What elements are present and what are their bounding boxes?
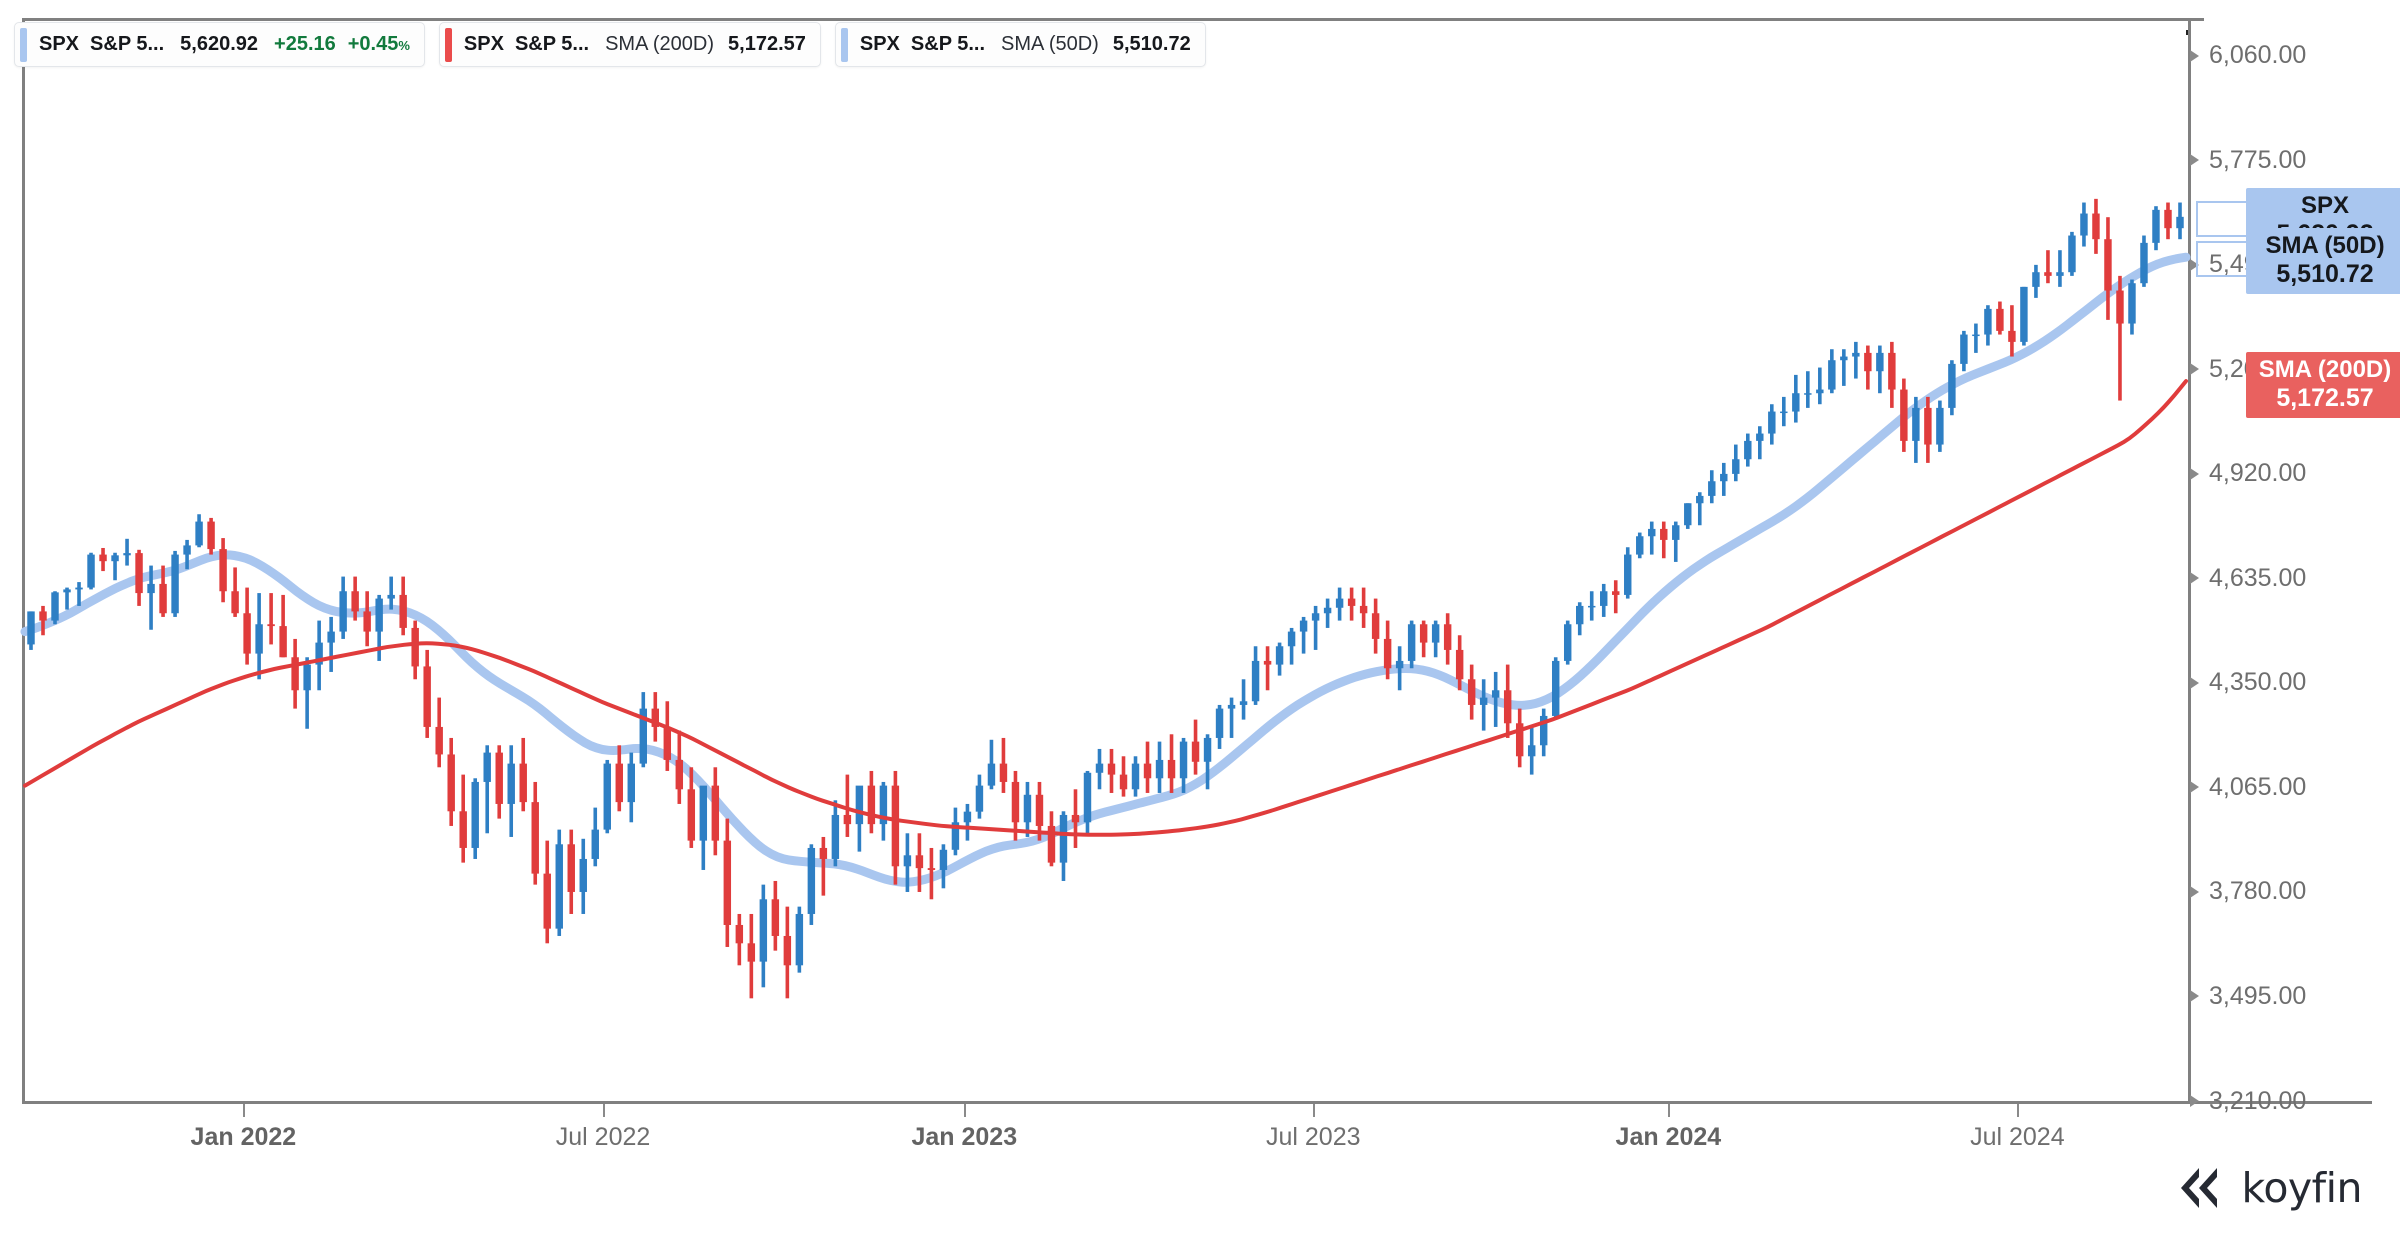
x-axis-tick-mark: [603, 1104, 606, 1117]
koyfin-wordmark: koyfin: [2241, 1164, 2363, 1212]
tick-arrow-icon: [2190, 781, 2199, 794]
y-axis-tick-label: 6,060.00: [2209, 41, 2307, 70]
x-axis-tick-label: Jan 2022: [190, 1123, 297, 1151]
tick-arrow-icon: [2190, 467, 2199, 480]
koyfin-logo: koyfin: [2173, 1164, 2363, 1212]
y-axis-tick-label: 5,775.00: [2209, 145, 2307, 174]
y-axis-tick-label: 3,495.00: [2209, 981, 2307, 1010]
price-badge-name: SMA (200D): [2258, 356, 2392, 384]
tick-arrow-icon: [2190, 990, 2199, 1003]
x-axis-tick-mark: [243, 1104, 246, 1117]
y-axis-tick-label: 3,780.00: [2209, 877, 2307, 906]
legend-name: S&P 5...: [910, 33, 986, 55]
legend-item[interactable]: SPX S&P 5... SMA (200D) 5,172.57: [438, 22, 821, 67]
legend-name: S&P 5...: [514, 33, 590, 55]
chart-plot-frame: [22, 18, 2204, 1102]
legend-color-swatch: [840, 27, 848, 62]
x-axis-line: [22, 1101, 2372, 1104]
tick-arrow-icon: [2190, 154, 2199, 167]
legend-label: SMA (50D): [1001, 33, 1099, 55]
tick-arrow-icon: [2190, 676, 2199, 689]
x-axis-tick-label: Jul 2024: [1970, 1123, 2065, 1151]
price-badge-name: SPX: [2300, 191, 2350, 219]
legend-ticker: SPX: [859, 33, 900, 55]
legend-item[interactable]: SPX S&P 5... SMA (50D) 5,510.72: [834, 22, 1206, 67]
legend-value: 5,172.57: [728, 33, 806, 55]
tick-arrow-icon: [2190, 363, 2199, 376]
y-axis-tick-label: 4,350.00: [2209, 668, 2307, 697]
y-axis-line: [2188, 18, 2191, 1104]
price-badge-name: SMA (50D): [2265, 232, 2385, 260]
legend-item[interactable]: SPX S&P 5... 5,620.92 +25.16 +0.45%: [14, 22, 425, 67]
y-axis-tick-label: 4,065.00: [2209, 772, 2307, 801]
price-badge-connector: [2196, 200, 2248, 237]
legend-change-pct: +0.45%: [347, 33, 410, 55]
legend-ticker: SPX: [463, 33, 504, 55]
legend-change: +25.16: [274, 33, 336, 55]
tick-arrow-icon: [2190, 49, 2199, 62]
legend-color-swatch: [444, 27, 452, 62]
y-axis-tick-label: 3,210.00: [2209, 1086, 2307, 1115]
koyfin-chevron-logo-icon: [2173, 1166, 2229, 1210]
chart-legend: SPX S&P 5... 5,620.92 +25.16 +0.45% SPX S&P 5.…: [14, 22, 1206, 67]
x-axis-tick-mark: [964, 1104, 967, 1117]
legend-pct-symbol: %: [398, 38, 410, 53]
x-axis-tick-mark: [1668, 1104, 1671, 1117]
legend-label: SMA (200D): [605, 33, 715, 55]
x-axis-tick-mark: [1313, 1104, 1316, 1117]
tick-arrow-icon: [2190, 885, 2199, 898]
x-axis-tick-label: Jan 2023: [911, 1123, 1018, 1151]
price-badge[interactable]: SMA (50D) 5,510.72: [2246, 228, 2400, 295]
x-axis-tick-label: Jul 2022: [555, 1123, 651, 1151]
tick-arrow-icon: [2190, 572, 2199, 585]
legend-value: 5,620.92: [180, 33, 259, 55]
x-axis-tick-mark: [2017, 1104, 2020, 1117]
legend-ticker: SPX: [39, 33, 80, 55]
tick-arrow-icon: [2190, 1095, 2199, 1107]
price-badge[interactable]: SMA (200D) 5,172.57: [2246, 352, 2400, 419]
price-badge-connector: [2196, 241, 2248, 278]
legend-color-swatch: [20, 27, 27, 62]
y-axis-tick-label: 4,920.00: [2209, 459, 2307, 488]
price-badge-value: 5,510.72: [2276, 260, 2374, 289]
price-badge-value: 5,172.57: [2276, 384, 2374, 413]
legend-name: S&P 5...: [90, 33, 165, 55]
x-axis-tick-label: Jul 2023: [1265, 1123, 1361, 1151]
legend-value: 5,510.72: [1112, 33, 1191, 55]
y-axis-tick-label: 4,635.00: [2209, 563, 2307, 592]
tick-arrow-icon: [2190, 258, 2199, 271]
x-axis-tick-label: Jan 2024: [1615, 1123, 1722, 1151]
